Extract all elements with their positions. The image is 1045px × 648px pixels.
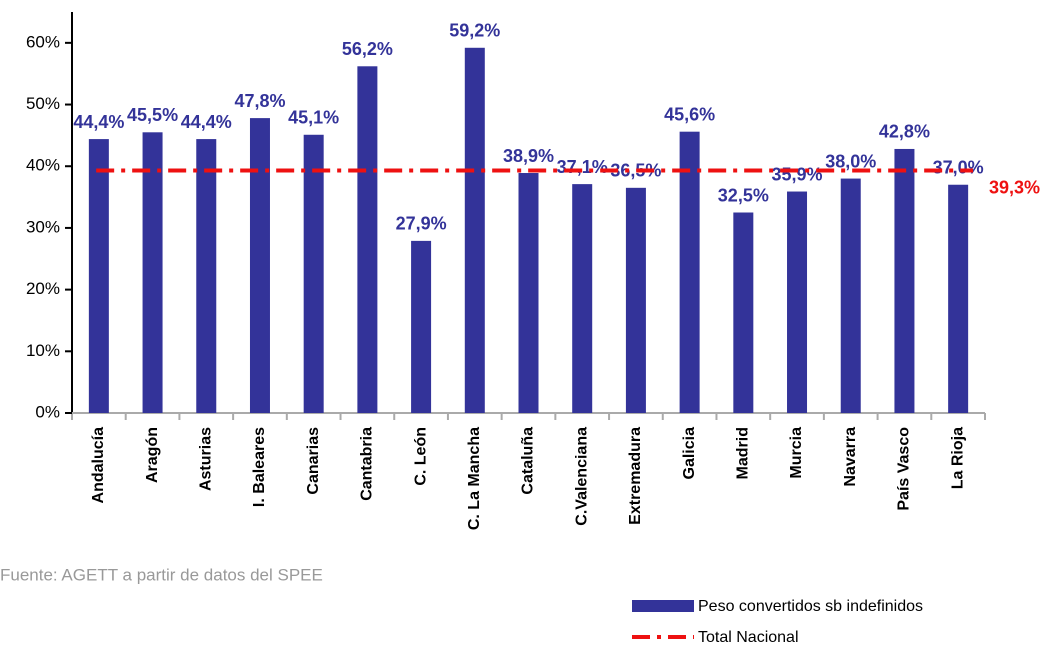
x-tick-label: Murcia [788,427,805,479]
legend-label: Peso convertidos sb indefinidos [698,598,923,615]
y-tick-label: 40% [26,156,60,175]
value-label: 59,2% [449,21,500,41]
bar [679,131,700,413]
value-label: 42,8% [879,122,930,142]
x-tick-label: Aragón [144,427,161,483]
y-tick-label: 20% [26,279,60,298]
y-tick-label: 0% [35,402,60,421]
x-tick-label: I. Baleares [251,427,268,507]
bar [840,178,861,413]
value-label: 47,8% [234,91,285,111]
bar [142,132,163,414]
bar [948,184,969,413]
x-tick-label: Cataluña [520,427,537,495]
value-label: 44,4% [181,112,232,132]
value-label: 35,9% [772,164,823,184]
x-tick-label: Asturias [197,427,214,491]
legend-label: Total Nacional [698,629,799,646]
value-label: 45,6% [664,104,715,124]
x-tick-label: País Vasco [896,427,913,511]
bar [572,184,593,413]
y-tick-label: 60% [26,32,60,51]
value-label: 38,0% [825,151,876,171]
x-tick-label: C.Valenciana [573,427,590,526]
x-tick-label: Canarias [305,427,322,495]
value-label: 45,1% [288,108,339,128]
bar [88,139,109,413]
x-tick-label: Madrid [735,427,752,479]
value-label: 37,0% [933,157,984,177]
bar [464,47,485,413]
source-note: Fuente: AGETT a partir de datos del SPEE [0,565,323,584]
x-tick-label: C. La Mancha [466,427,483,530]
x-tick-label: Galicia [681,427,698,480]
bar [787,191,808,413]
bar [196,139,217,413]
value-label: 36,5% [610,161,661,181]
x-tick-label: Extremadura [627,427,644,525]
value-label: 37,1% [557,157,608,177]
bar [411,240,432,413]
bar [518,173,539,413]
x-tick-label: Cantabria [359,427,376,501]
x-tick-label: Andalucía [90,427,107,504]
bar [733,212,754,413]
x-tick-label: La Rioja [949,427,966,489]
bar [625,187,646,413]
value-label: 45,5% [127,105,178,125]
x-tick-label: Navarra [842,427,859,487]
value-label: 56,2% [342,39,393,59]
y-tick-label: 50% [26,94,60,113]
x-tick-label: C. León [412,427,429,486]
bar [303,134,324,413]
value-label: 32,5% [718,185,769,205]
y-tick-label: 10% [26,341,60,360]
bar [249,118,270,413]
bar [357,66,378,413]
value-label: 38,9% [503,146,554,166]
reference-label: 39,3% [989,177,1040,197]
legend-swatch [632,600,694,612]
value-label: 44,4% [73,112,124,132]
bar [894,148,915,414]
value-label: 27,9% [396,214,447,234]
y-tick-label: 30% [26,217,60,236]
